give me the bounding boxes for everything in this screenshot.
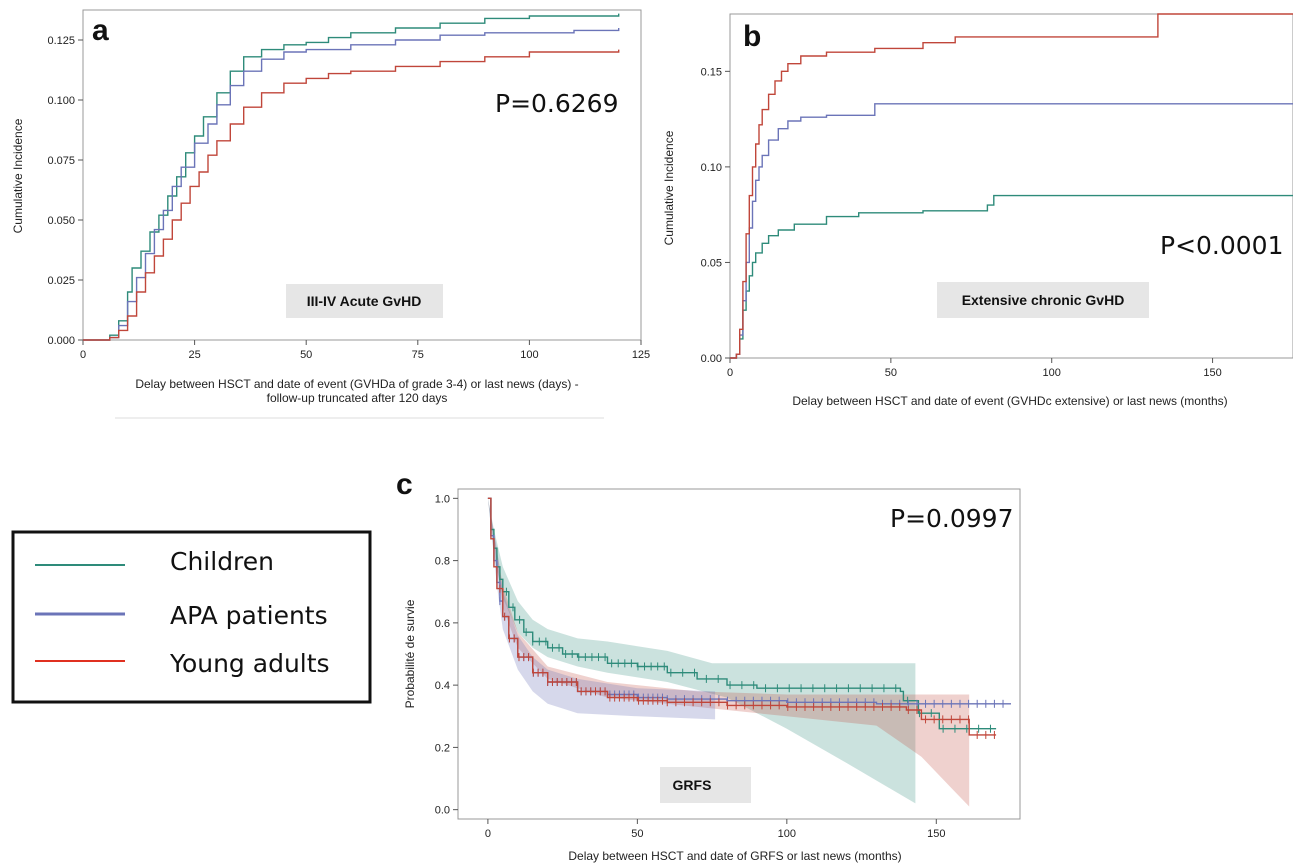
panel-c-label: GRFS xyxy=(673,777,712,793)
y-tick-label: 0.6 xyxy=(435,618,450,630)
panel-c-ticks: 0 50 100 150 0.0 0.2 0.4 0.6 0.8 1.0 xyxy=(435,493,946,840)
panel-c-ylabel: Probabilité de survie xyxy=(403,599,417,708)
legend-frame xyxy=(11,530,372,704)
curve-young xyxy=(730,13,1293,359)
y-tick-label: 0.100 xyxy=(47,95,75,107)
y-tick-label: 0.000 xyxy=(47,335,75,347)
x-tick-label: 150 xyxy=(1203,367,1221,379)
panel-b-ticks: 0 50 100 150 0.00 0.05 0.10 0.15 xyxy=(701,66,1222,379)
panel-b-letter: b xyxy=(743,20,761,53)
y-tick-label: 0.00 xyxy=(701,353,722,365)
x-tick-label: 150 xyxy=(927,828,945,840)
panel-b-pvalue: P<0.0001 xyxy=(1160,231,1284,260)
panel-b-curves xyxy=(730,13,1293,359)
panel-c-pvalue: P=0.0997 xyxy=(890,504,1014,533)
panel-c-chart: 0 50 100 150 0.0 0.2 0.4 0.6 0.8 1.0 c P=0.0997 G… xyxy=(396,468,1021,863)
y-tick-label: 0.05 xyxy=(701,257,722,269)
panel-b-label-box xyxy=(937,282,1149,318)
panel-b-xlabel: Delay between HSCT and date of event (GV… xyxy=(792,394,1227,408)
legend-label-young: Young adults xyxy=(169,649,330,678)
panel-b-chart: 0 50 100 150 0.00 0.05 0.10 0.15 b P<0.0001 Ext… xyxy=(662,13,1293,408)
panel-a-label: III-IV Acute GvHD xyxy=(307,293,422,309)
legend: Children APA patients Young adults xyxy=(11,530,372,704)
panel-a-pvalue: P=0.6269 xyxy=(495,89,619,118)
curve-young xyxy=(487,497,997,736)
x-tick-label: 100 xyxy=(520,349,538,361)
y-tick-label: 1.0 xyxy=(435,493,450,505)
panel-a-xlabel-line2: follow-up truncated after 120 days xyxy=(267,391,448,405)
curve-young xyxy=(83,49,620,341)
panel-c-letter: c xyxy=(396,468,413,501)
x-tick-label: 50 xyxy=(885,367,897,379)
y-tick-label: 0.125 xyxy=(47,35,75,47)
x-tick-label: 0 xyxy=(485,828,491,840)
panel-b-label: Extensive chronic GvHD xyxy=(962,292,1125,308)
x-tick-label: 0 xyxy=(80,349,86,361)
curve-children xyxy=(730,194,1293,359)
confidence-band-apa xyxy=(487,498,716,720)
panel-a-ticks: 0 25 50 75 100 125 0.000 0.025 0.050 0.075 0.100 0.… xyxy=(47,35,650,361)
panel-b-ylabel: Cumulative Incidence xyxy=(662,130,676,245)
panel-c-curves xyxy=(487,497,1011,739)
panel-a-plot-frame xyxy=(82,9,642,341)
panel-a-label-box xyxy=(286,284,443,318)
x-tick-label: 50 xyxy=(300,349,312,361)
legend-label-children: Children xyxy=(170,547,274,576)
panel-c-label-box xyxy=(660,767,751,803)
x-tick-label: 0 xyxy=(727,367,733,379)
panel-a-xlabel-line1: Delay between HSCT and date of event (GV… xyxy=(135,377,578,391)
curve-children xyxy=(487,497,997,730)
y-tick-label: 0.050 xyxy=(47,215,75,227)
panel-a-ylabel: Cumulative Incidence xyxy=(11,118,25,233)
x-tick-label: 125 xyxy=(632,349,650,361)
panel-a-letter: a xyxy=(92,14,109,47)
curve-apa xyxy=(83,28,620,341)
y-tick-label: 0.075 xyxy=(47,155,75,167)
x-tick-label: 75 xyxy=(412,349,424,361)
confidence-band-children xyxy=(487,498,916,804)
y-tick-label: 0.025 xyxy=(47,275,75,287)
x-tick-label: 100 xyxy=(778,828,796,840)
y-tick-label: 0.8 xyxy=(435,556,450,568)
panel-a-curves xyxy=(83,13,620,341)
y-tick-label: 0.15 xyxy=(701,66,722,78)
panel-c-plot-frame xyxy=(457,488,1021,820)
y-tick-label: 0.10 xyxy=(701,162,722,174)
panel-c-confidence-bands xyxy=(487,498,970,807)
x-tick-label: 50 xyxy=(631,828,643,840)
y-tick-label: 0.4 xyxy=(435,680,450,692)
legend-label-apa: APA patients xyxy=(170,601,328,630)
y-tick-label: 0.0 xyxy=(435,805,450,817)
x-tick-label: 25 xyxy=(188,349,200,361)
panel-b-plot-frame xyxy=(729,13,1293,359)
y-tick-label: 0.2 xyxy=(435,742,450,754)
panel-a-chart: 0 25 50 75 100 125 0.000 0.025 0.050 0.075 0.100 0.… xyxy=(11,9,650,419)
x-tick-label: 100 xyxy=(1043,367,1061,379)
panel-c-xlabel: Delay between HSCT and date of GRFS or l… xyxy=(568,849,901,863)
